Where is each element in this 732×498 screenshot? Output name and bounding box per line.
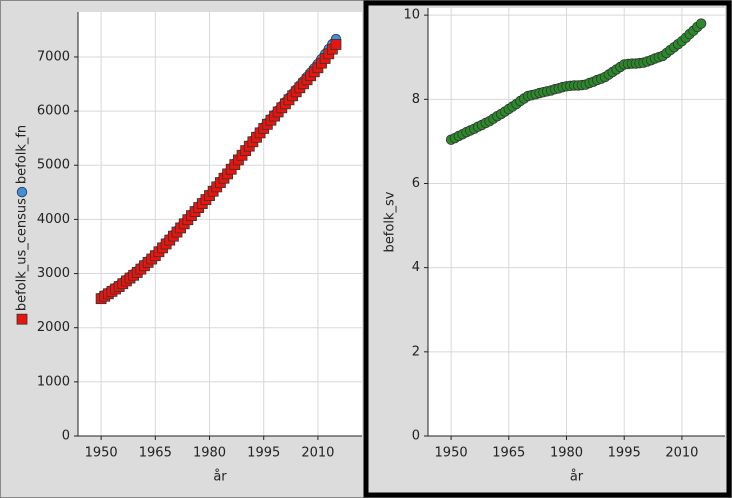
y-tick-label: 4	[412, 260, 420, 275]
x-tick-label: 1980	[550, 446, 583, 461]
x-tick-label: 1995	[608, 446, 641, 461]
x-tick-label: 1950	[85, 446, 118, 461]
x-tick-label: 1995	[247, 446, 280, 461]
y-tick-label: 6	[412, 176, 420, 191]
y-tick-label: 0	[412, 429, 420, 444]
data-point	[330, 39, 342, 50]
y-axis-legend: befolk_sv	[383, 191, 398, 252]
y-tick-label: 6000	[37, 104, 70, 119]
y-tick-label: 5000	[37, 158, 70, 173]
x-axis-label: år	[213, 470, 227, 485]
legend-label: befolk_fn	[15, 125, 30, 184]
y-tick-label: 2	[412, 344, 420, 359]
x-tick-label: 1950	[435, 446, 468, 461]
y-tick-label: 2000	[37, 320, 70, 335]
x-tick-label: 1965	[139, 446, 172, 461]
plot-area	[428, 8, 725, 436]
y-tick-label: 8	[412, 92, 420, 107]
y-tick-label: 10	[403, 8, 420, 23]
x-tick-label: 1965	[492, 446, 525, 461]
data-point	[695, 18, 707, 29]
x-tick-label: 1980	[193, 446, 226, 461]
y-tick-label: 4000	[37, 212, 70, 227]
legend-marker	[16, 313, 28, 325]
y-tick-label: 3000	[37, 266, 70, 281]
x-tick-label: 2010	[665, 446, 698, 461]
y-tick-label: 1000	[37, 374, 70, 389]
y-axis-legend: befolk_us_census befolk_fn	[15, 125, 30, 325]
y-tick-label: 7000	[37, 49, 70, 64]
selected-panel-border	[363, 0, 732, 498]
legend-label: befolk_us_census	[15, 198, 30, 311]
plot-area	[78, 12, 362, 436]
x-tick-label: 2010	[301, 446, 334, 461]
legend-marker	[16, 186, 28, 198]
x-axis-label: år	[570, 470, 584, 485]
legend-label: befolk_sv	[383, 191, 398, 252]
y-tick-label: 0	[62, 429, 70, 444]
